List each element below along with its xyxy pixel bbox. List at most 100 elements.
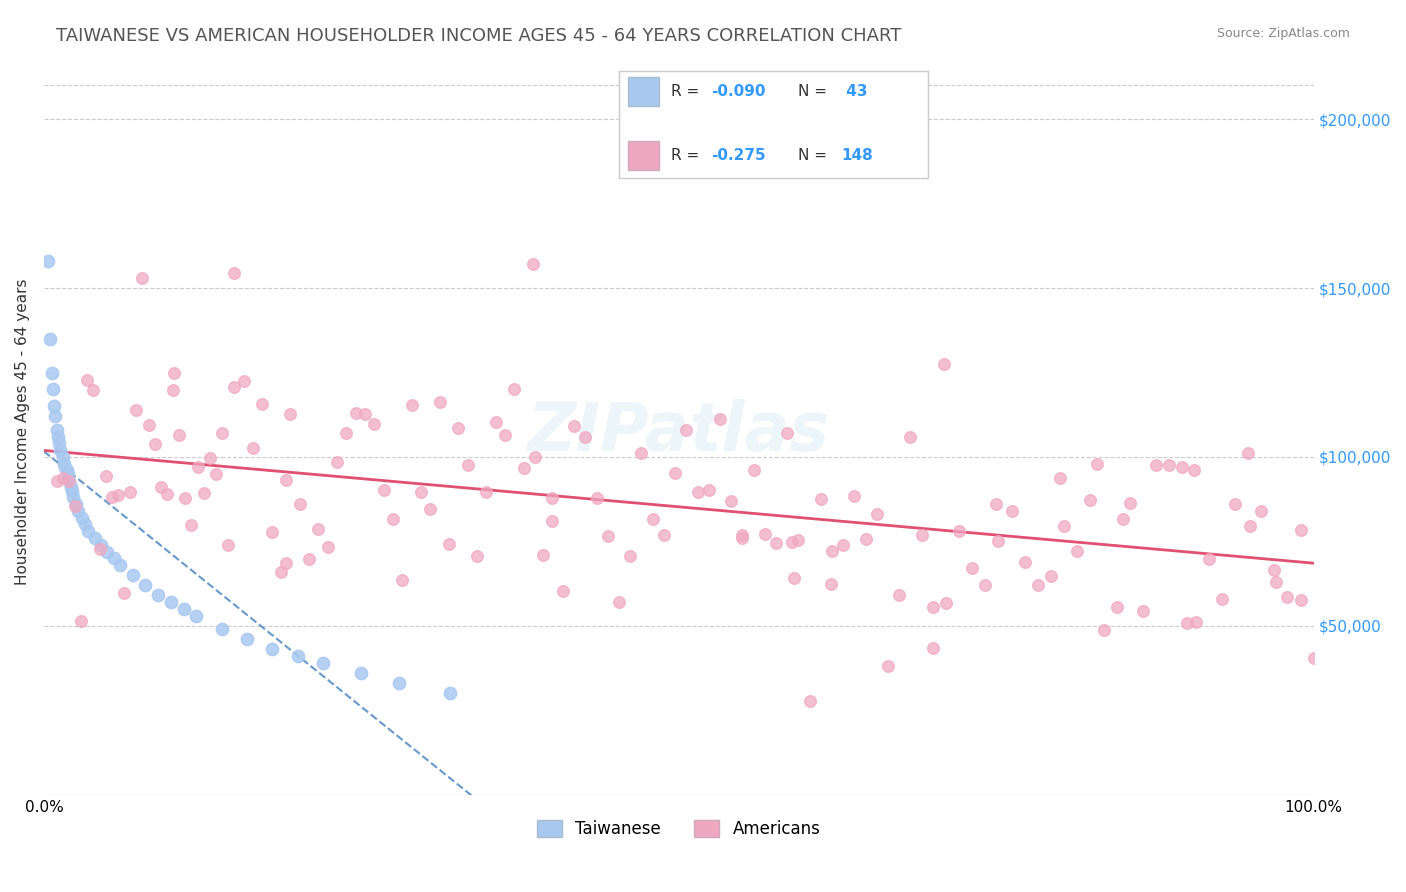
Point [59, 480, 82, 494]
Point [121, 568, 143, 582]
Point [134, 578, 156, 592]
Point [1112, 511, 1135, 525]
Point [125, 402, 148, 417]
Point [391, 573, 413, 587]
Point [810, 492, 832, 507]
Point [439, 686, 461, 700]
Point [1105, 599, 1128, 614]
Point [138, 417, 160, 432]
Point [82, 383, 104, 397]
Point [1198, 551, 1220, 566]
Point [67, 504, 90, 518]
Point [45, 423, 67, 437]
Point [70, 510, 93, 524]
Point [174, 491, 197, 505]
Point [120, 484, 142, 499]
Point [58, 475, 80, 489]
Text: -0.275: -0.275 [711, 148, 766, 163]
Point [232, 374, 254, 388]
Point [910, 527, 932, 541]
Point [437, 537, 460, 551]
Point [363, 417, 385, 432]
Text: ZIPatlas: ZIPatlas [527, 399, 830, 465]
Point [531, 549, 554, 563]
Point [855, 532, 877, 546]
Point [401, 398, 423, 412]
Point [540, 514, 562, 528]
Point [1119, 496, 1142, 510]
Point [242, 441, 264, 455]
Point [70, 614, 93, 628]
Point [574, 430, 596, 444]
FancyBboxPatch shape [628, 141, 659, 170]
Point [731, 532, 754, 546]
Point [974, 578, 997, 592]
Point [55, 460, 77, 475]
Text: N =: N = [799, 148, 832, 163]
Point [935, 596, 957, 610]
Point [1144, 458, 1167, 472]
Point [1211, 591, 1233, 606]
Point [630, 446, 652, 460]
Point [236, 632, 259, 647]
Point [754, 527, 776, 541]
Point [465, 549, 488, 564]
Point [326, 455, 349, 469]
Point [156, 486, 179, 500]
Point [844, 489, 866, 503]
Point [252, 397, 274, 411]
Point [76, 374, 98, 388]
Point [1277, 590, 1299, 604]
Point [187, 460, 209, 475]
Point [1085, 458, 1108, 472]
Point [62, 491, 84, 505]
Point [932, 357, 955, 371]
Point [45, 474, 67, 488]
Point [46, 430, 69, 444]
Point [1171, 460, 1194, 475]
Point [373, 483, 395, 498]
Point [1223, 497, 1246, 511]
Point [77, 524, 100, 539]
Point [274, 556, 297, 570]
Y-axis label: Householder Income Ages 45 - 64 years: Householder Income Ages 45 - 64 years [15, 278, 30, 585]
Point [986, 497, 1008, 511]
Point [60, 483, 83, 498]
Point [103, 551, 125, 566]
Point [551, 584, 574, 599]
Point [619, 549, 641, 563]
Point [167, 427, 190, 442]
Point [675, 423, 697, 437]
Point [562, 419, 585, 434]
Point [652, 528, 675, 542]
Point [298, 552, 321, 566]
Point [1175, 616, 1198, 631]
Point [49, 443, 72, 458]
Point [524, 450, 547, 464]
Point [58, 474, 80, 488]
Point [41, 366, 63, 380]
Point [1264, 574, 1286, 589]
Point [641, 512, 664, 526]
Point [143, 436, 166, 450]
Point [180, 517, 202, 532]
Point [44, 409, 66, 424]
Text: R =: R = [671, 84, 704, 99]
Point [821, 543, 844, 558]
FancyBboxPatch shape [628, 77, 659, 106]
Point [162, 383, 184, 397]
Point [350, 666, 373, 681]
Point [262, 642, 284, 657]
Text: R =: R = [671, 148, 704, 163]
Point [83, 531, 105, 545]
Point [1302, 650, 1324, 665]
Point [948, 524, 970, 538]
Point [65, 497, 87, 511]
Point [100, 491, 122, 505]
Point [776, 426, 799, 441]
Point [344, 406, 367, 420]
Point [709, 412, 731, 426]
Point [316, 540, 339, 554]
Point [697, 483, 720, 497]
Point [354, 407, 377, 421]
